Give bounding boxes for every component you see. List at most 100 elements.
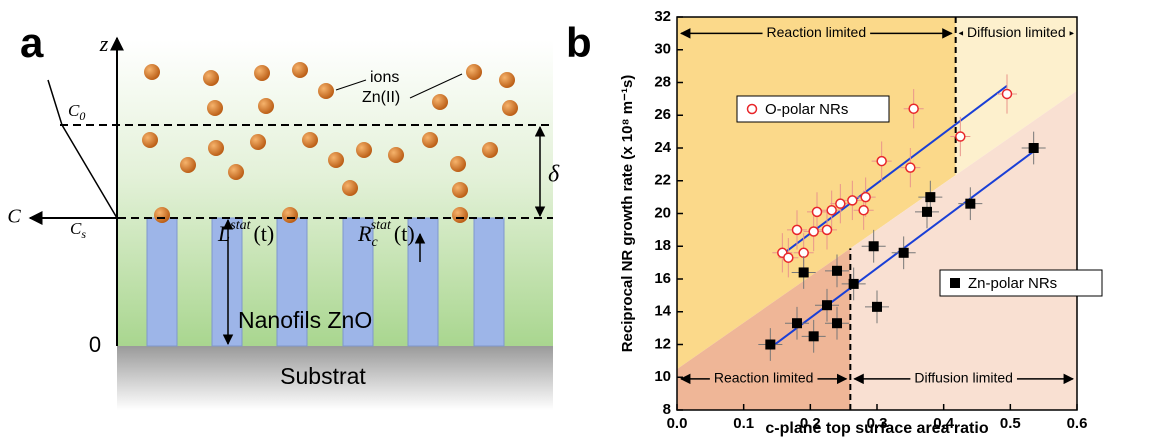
x-tick-label: 0.2 — [800, 415, 821, 432]
c0-base: C — [68, 101, 80, 120]
annotation: Reaction limited — [767, 24, 867, 40]
concentration-profile — [47, 79, 118, 219]
annotation: Diffusion limited — [914, 370, 1013, 386]
annotation-background — [762, 24, 871, 43]
point — [922, 206, 932, 217]
point — [826, 204, 837, 216]
point — [876, 155, 887, 167]
x-tick-label: 0.5 — [1000, 415, 1021, 432]
species-label: Zn(II) — [362, 89, 400, 106]
point — [798, 247, 809, 259]
radius-base: R — [357, 221, 372, 246]
legend-box — [939, 269, 1103, 297]
point — [925, 192, 936, 203]
x-tick-label: 0.3 — [867, 415, 888, 432]
region-lower-right — [850, 90, 1077, 410]
point — [898, 247, 909, 258]
ions — [142, 62, 518, 223]
radius-sub: c — [371, 235, 378, 250]
y-tick-label: 22 — [654, 172, 671, 189]
legend-marker — [746, 103, 758, 115]
point — [955, 131, 966, 142]
annotation-background — [709, 369, 818, 388]
y-tick-label: 10 — [654, 368, 671, 385]
y-tick-label: 32 — [654, 8, 671, 25]
fit-line — [781, 84, 1008, 256]
length-base: L — [217, 221, 230, 246]
legend-label: O-polar NRs — [765, 101, 848, 118]
point — [783, 252, 794, 263]
cs-base: C — [70, 219, 82, 238]
point — [872, 301, 882, 312]
point — [832, 318, 842, 329]
point — [835, 198, 846, 209]
point — [822, 300, 832, 311]
point — [798, 267, 809, 278]
y-tick-label: 20 — [654, 204, 671, 221]
point — [848, 278, 859, 289]
cs-label: Cs — [70, 219, 86, 241]
ion-pointer — [409, 73, 463, 99]
panel-label: b — [566, 19, 592, 66]
radius-arg: (t) — [394, 221, 415, 246]
annotation: Diffusion limited — [967, 24, 1066, 40]
y-tick-label: 16 — [654, 270, 671, 287]
x-tick-label: 0.0 — [667, 415, 688, 432]
length-sup: stat — [230, 218, 251, 233]
annotation-background — [963, 24, 1070, 43]
point — [821, 224, 833, 236]
length-label: Lstat (t) — [217, 218, 274, 246]
point — [832, 265, 842, 276]
legend-box — [736, 95, 890, 123]
point — [858, 204, 869, 216]
ion-pointer — [335, 79, 367, 91]
point — [965, 198, 976, 209]
point — [905, 162, 916, 173]
c0-label: C0 — [68, 101, 85, 123]
legend-label: Zn-polar NRs — [968, 275, 1057, 292]
radius-sup: stat — [371, 218, 392, 233]
point — [791, 224, 803, 236]
legend-marker — [950, 278, 960, 288]
radius-label: Rc stat (t) — [357, 218, 415, 250]
point — [808, 331, 819, 342]
point — [860, 191, 871, 203]
point — [792, 318, 802, 329]
ions-label: ions — [370, 69, 399, 86]
point — [1001, 88, 1013, 100]
origin-label: 0 — [89, 332, 101, 357]
point — [847, 195, 858, 206]
panel-a: a z C C0 Cs ions Zn(II) δ Lstat (t) Rcsta… — [7, 19, 560, 410]
annotation-background — [910, 369, 1017, 388]
substrate-label: Substrat — [280, 363, 366, 389]
panel-label: a — [20, 19, 44, 66]
point — [765, 339, 776, 350]
y-tick-label: 18 — [654, 237, 671, 254]
c0-sub: 0 — [79, 109, 85, 123]
y-tick-label: 28 — [654, 73, 671, 90]
substrate — [117, 346, 553, 410]
cs-sub: s — [81, 227, 86, 241]
point — [808, 226, 819, 237]
c-axis-label: C — [7, 206, 21, 228]
nanowire-label: Nanofils ZnO — [238, 307, 372, 333]
plot-frame — [676, 16, 1078, 411]
x-tick-label: 0.1 — [733, 415, 754, 432]
x-axis-label: c-plane top surface area ratio — [765, 420, 988, 437]
length-arg: (t) — [253, 221, 274, 246]
x-tick-label: 0.6 — [1067, 415, 1088, 432]
region-upper-right — [955, 17, 1077, 176]
point — [1028, 143, 1039, 153]
y-tick-label: 30 — [654, 41, 671, 58]
y-tick-label: 8 — [663, 401, 671, 418]
y-tick-label: 26 — [654, 106, 671, 123]
y-tick-label: 12 — [654, 335, 671, 352]
point — [908, 103, 919, 114]
x-tick-label: 0.4 — [933, 415, 955, 432]
point — [868, 241, 879, 252]
delta-label: δ — [548, 162, 560, 188]
y-tick-label: 24 — [654, 139, 671, 156]
y-tick-label: 14 — [654, 303, 671, 320]
region-lower-left — [677, 248, 851, 410]
